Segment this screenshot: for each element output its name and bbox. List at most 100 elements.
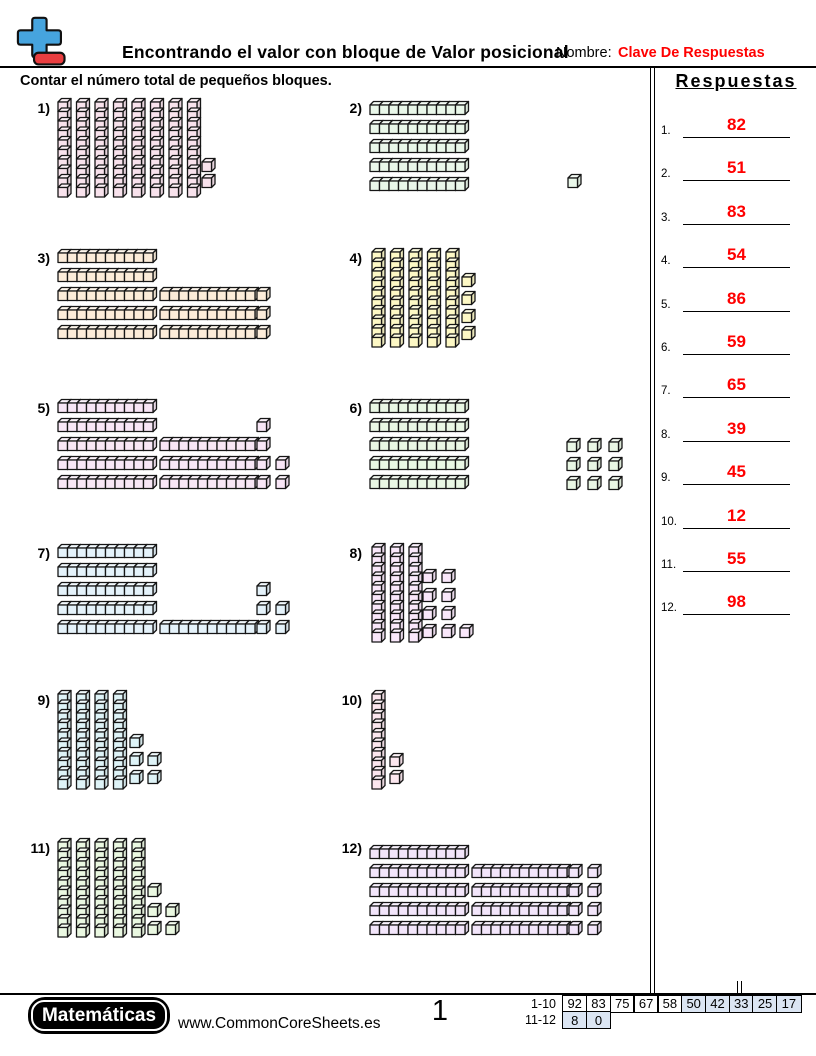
worksheet-title: Encontrando el valor con bloque de Valor… bbox=[122, 42, 569, 62]
base-ten-blocks-canvas bbox=[57, 398, 290, 490]
brand-badge: Matemáticas bbox=[28, 997, 170, 1034]
score-cell: 83 bbox=[585, 995, 612, 1013]
answer-value: 83 bbox=[727, 201, 746, 221]
problem-label: 2) bbox=[349, 100, 362, 116]
score-cell: 8 bbox=[562, 1011, 588, 1029]
instruction-text: Contar el número total de pequeños bloqu… bbox=[20, 73, 332, 89]
answer-row-7: 7. 65 bbox=[656, 372, 816, 399]
answer-number: 8. bbox=[661, 428, 671, 441]
problem-label: 9) bbox=[37, 692, 50, 708]
name-label: Nombre: bbox=[556, 45, 612, 61]
plus-minus-logo-icon bbox=[14, 16, 72, 68]
answer-row-3: 3. 83 bbox=[656, 199, 816, 225]
footer-divider bbox=[0, 993, 816, 995]
answer-number: 11. bbox=[661, 559, 677, 571]
answer-value: 82 bbox=[727, 115, 746, 134]
answer-row-8: 8. 39 bbox=[656, 416, 816, 442]
answer-row-5: 5. 86 bbox=[656, 286, 816, 312]
answer-number: 5. bbox=[661, 298, 671, 311]
answer-row-10: 10. 12 bbox=[656, 503, 816, 529]
answer-number: 4. bbox=[661, 255, 671, 268]
score-cell: 92 bbox=[562, 995, 588, 1013]
base-ten-blocks-canvas bbox=[57, 97, 216, 198]
answer-line bbox=[683, 354, 790, 355]
answer-line bbox=[683, 527, 790, 529]
problem-3: 3) bbox=[20, 246, 316, 372]
answer-value: 65 bbox=[727, 375, 746, 395]
score-cell: 0 bbox=[585, 1011, 612, 1029]
answer-number: 10. bbox=[661, 515, 677, 528]
answer-value: 59 bbox=[727, 332, 746, 351]
score-row-label: 11-12 bbox=[524, 1013, 556, 1028]
answer-row-2: 2. 51 bbox=[656, 155, 816, 182]
score-cell: 50 bbox=[680, 995, 707, 1013]
base-ten-blocks-canvas bbox=[371, 689, 404, 790]
problem-12: 12) bbox=[332, 836, 628, 962]
answer-value: 86 bbox=[727, 288, 746, 308]
answer-value: 39 bbox=[727, 418, 746, 438]
answer-row-6: 6. 59 bbox=[656, 329, 816, 355]
answers-heading: Respuestas bbox=[675, 71, 797, 91]
answer-value: 54 bbox=[727, 245, 746, 265]
answer-line bbox=[683, 137, 790, 138]
base-ten-blocks-canvas bbox=[57, 837, 180, 938]
problem-8: 8) bbox=[332, 541, 628, 667]
answer-line bbox=[683, 440, 790, 442]
answer-line bbox=[683, 397, 790, 399]
score-cell: 67 bbox=[633, 995, 659, 1013]
problem-label: 3) bbox=[37, 250, 50, 266]
base-ten-blocks-canvas bbox=[57, 689, 162, 790]
answer-row-4: 4. 54 bbox=[656, 242, 816, 269]
answer-row-12: 12. 98 bbox=[656, 589, 816, 616]
answer-row-1: 1. 82 bbox=[656, 112, 816, 138]
answer-value: 98 bbox=[727, 592, 746, 612]
answer-number: 9. bbox=[661, 472, 671, 485]
answer-number: 1. bbox=[661, 125, 671, 137]
header-divider bbox=[0, 66, 816, 69]
base-ten-blocks-canvas bbox=[57, 543, 290, 635]
score-table-divider-stub bbox=[737, 981, 743, 995]
score-cell: 25 bbox=[752, 995, 778, 1013]
answer-line bbox=[683, 223, 790, 225]
problem-6: 6) bbox=[332, 396, 628, 522]
answer-number: 3. bbox=[661, 211, 671, 224]
answer-number: 7. bbox=[661, 385, 671, 398]
problem-label: 8) bbox=[349, 545, 362, 561]
problem-label: 12) bbox=[341, 840, 362, 856]
problem-1: 1) bbox=[20, 96, 316, 222]
problem-7: 7) bbox=[20, 541, 316, 667]
answer-line bbox=[683, 180, 790, 182]
problem-label: 10) bbox=[341, 692, 362, 708]
score-cell: 58 bbox=[657, 995, 683, 1013]
logo-graphic bbox=[16, 16, 66, 66]
base-ten-blocks-canvas bbox=[369, 398, 623, 491]
problem-label: 6) bbox=[349, 400, 362, 416]
answer-line bbox=[683, 614, 790, 616]
answer-number: 2. bbox=[661, 168, 671, 181]
score-cell: 75 bbox=[609, 995, 635, 1013]
problem-label: 5) bbox=[37, 400, 50, 416]
problem-10: 10) bbox=[332, 688, 628, 814]
base-ten-blocks-canvas bbox=[371, 247, 476, 348]
answer-line bbox=[683, 310, 790, 312]
answer-number: 12. bbox=[661, 602, 677, 615]
name-value-answer-key: Clave De Respuestas bbox=[618, 45, 765, 61]
answer-value: 51 bbox=[727, 158, 746, 178]
problem-label: 1) bbox=[37, 100, 50, 116]
answer-value: 45 bbox=[727, 462, 746, 482]
problem-label: 7) bbox=[37, 545, 50, 561]
score-row-label: 1-10 bbox=[530, 997, 556, 1011]
answers-panel-divider bbox=[650, 67, 656, 993]
answer-line bbox=[683, 267, 790, 269]
answer-row-9: 9. 45 bbox=[656, 459, 816, 486]
score-cell: 33 bbox=[728, 995, 754, 1013]
score-cell: 42 bbox=[704, 995, 731, 1013]
score-row-cells: 92 83 75 67 58 50 42 33 25 17 bbox=[562, 995, 802, 1013]
problem-9: 9) bbox=[20, 688, 316, 814]
problem-4: 4) bbox=[332, 246, 628, 372]
answer-number: 6. bbox=[661, 342, 671, 354]
page-number: 1 bbox=[431, 995, 449, 1027]
problem-label: 11) bbox=[30, 840, 50, 856]
